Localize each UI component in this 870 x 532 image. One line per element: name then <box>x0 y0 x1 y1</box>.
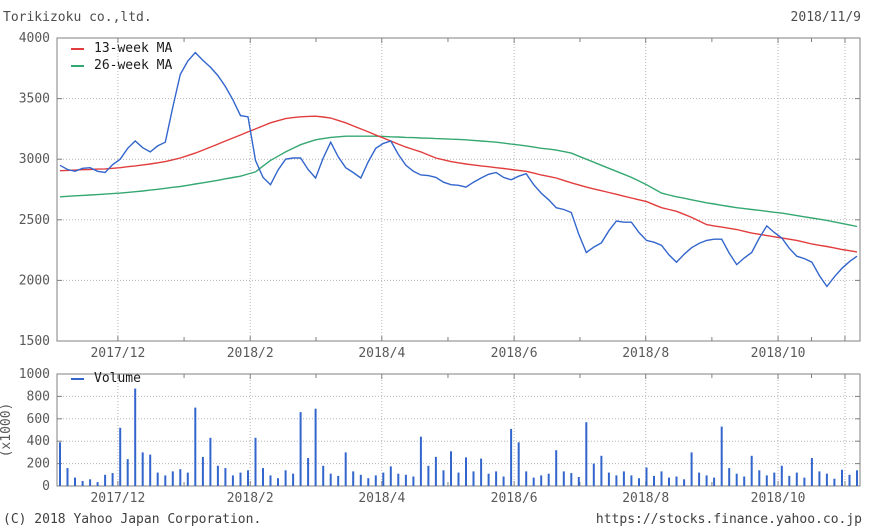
svg-text:2000: 2000 <box>19 273 50 288</box>
svg-text:2018/2: 2018/2 <box>227 491 274 506</box>
svg-text:400: 400 <box>27 434 50 449</box>
chart-title: Torikizoku co.,ltd. <box>3 10 152 25</box>
svg-text:2018/8: 2018/8 <box>622 346 669 361</box>
svg-text:1000: 1000 <box>19 367 50 382</box>
volume-legend-dash <box>71 377 84 380</box>
svg-text:0: 0 <box>42 479 50 494</box>
ma13-legend-dash <box>71 47 84 50</box>
chart-date: 2018/11/9 <box>790 10 861 25</box>
legend-row-ma13: 13-week MA <box>71 40 172 57</box>
svg-text:1500: 1500 <box>19 334 50 349</box>
svg-text:2018/6: 2018/6 <box>491 346 538 361</box>
price-legend: 13-week MA 26-week MA <box>71 40 172 74</box>
price-plot: 1500 2000 2500 3000 3500 4000 2017/12 2018/2 201… <box>19 31 861 361</box>
svg-text:3000: 3000 <box>19 152 50 167</box>
legend-row-ma26: 26-week MA <box>71 57 172 74</box>
legend-row-volume: Volume <box>71 370 141 387</box>
volume-legend-label: Volume <box>94 371 141 386</box>
price-line <box>59 51 858 288</box>
volume-bars <box>59 388 858 486</box>
svg-text:3500: 3500 <box>19 92 50 107</box>
svg-text:2018/6: 2018/6 <box>491 491 538 506</box>
ma26-legend-dash <box>71 64 84 67</box>
volume-axis-unit-label: (x1000) <box>0 402 14 458</box>
svg-text:2017/12: 2017/12 <box>90 491 145 506</box>
svg-text:2018/8: 2018/8 <box>622 491 669 506</box>
svg-text:2018/2: 2018/2 <box>227 346 274 361</box>
volume-plot: 0 200 400 600 800 1000 2017/12 2018/2 2018/4 2018… <box>19 367 861 506</box>
svg-text:2018/4: 2018/4 <box>358 346 405 361</box>
ma13-legend-label: 13-week MA <box>94 41 173 56</box>
volume-legend: Volume <box>71 370 141 387</box>
ma13-line <box>59 115 858 253</box>
svg-text:2017/12: 2017/12 <box>90 346 145 361</box>
svg-text:2018/10: 2018/10 <box>751 491 806 506</box>
svg-text:600: 600 <box>27 412 50 427</box>
ma26-line <box>59 135 858 228</box>
svg-text:4000: 4000 <box>19 31 50 46</box>
svg-text:2018/10: 2018/10 <box>751 346 806 361</box>
svg-text:2500: 2500 <box>19 213 50 228</box>
svg-text:2018/4: 2018/4 <box>358 491 405 506</box>
svg-text:800: 800 <box>27 389 50 404</box>
ma26-legend-label: 26-week MA <box>94 58 173 73</box>
svg-text:200: 200 <box>27 457 50 472</box>
source-url-text: https://stocks.finance.yahoo.co.jp <box>595 512 862 527</box>
copyright-text: (C) 2018 Yahoo Japan Corporation. <box>3 512 262 527</box>
